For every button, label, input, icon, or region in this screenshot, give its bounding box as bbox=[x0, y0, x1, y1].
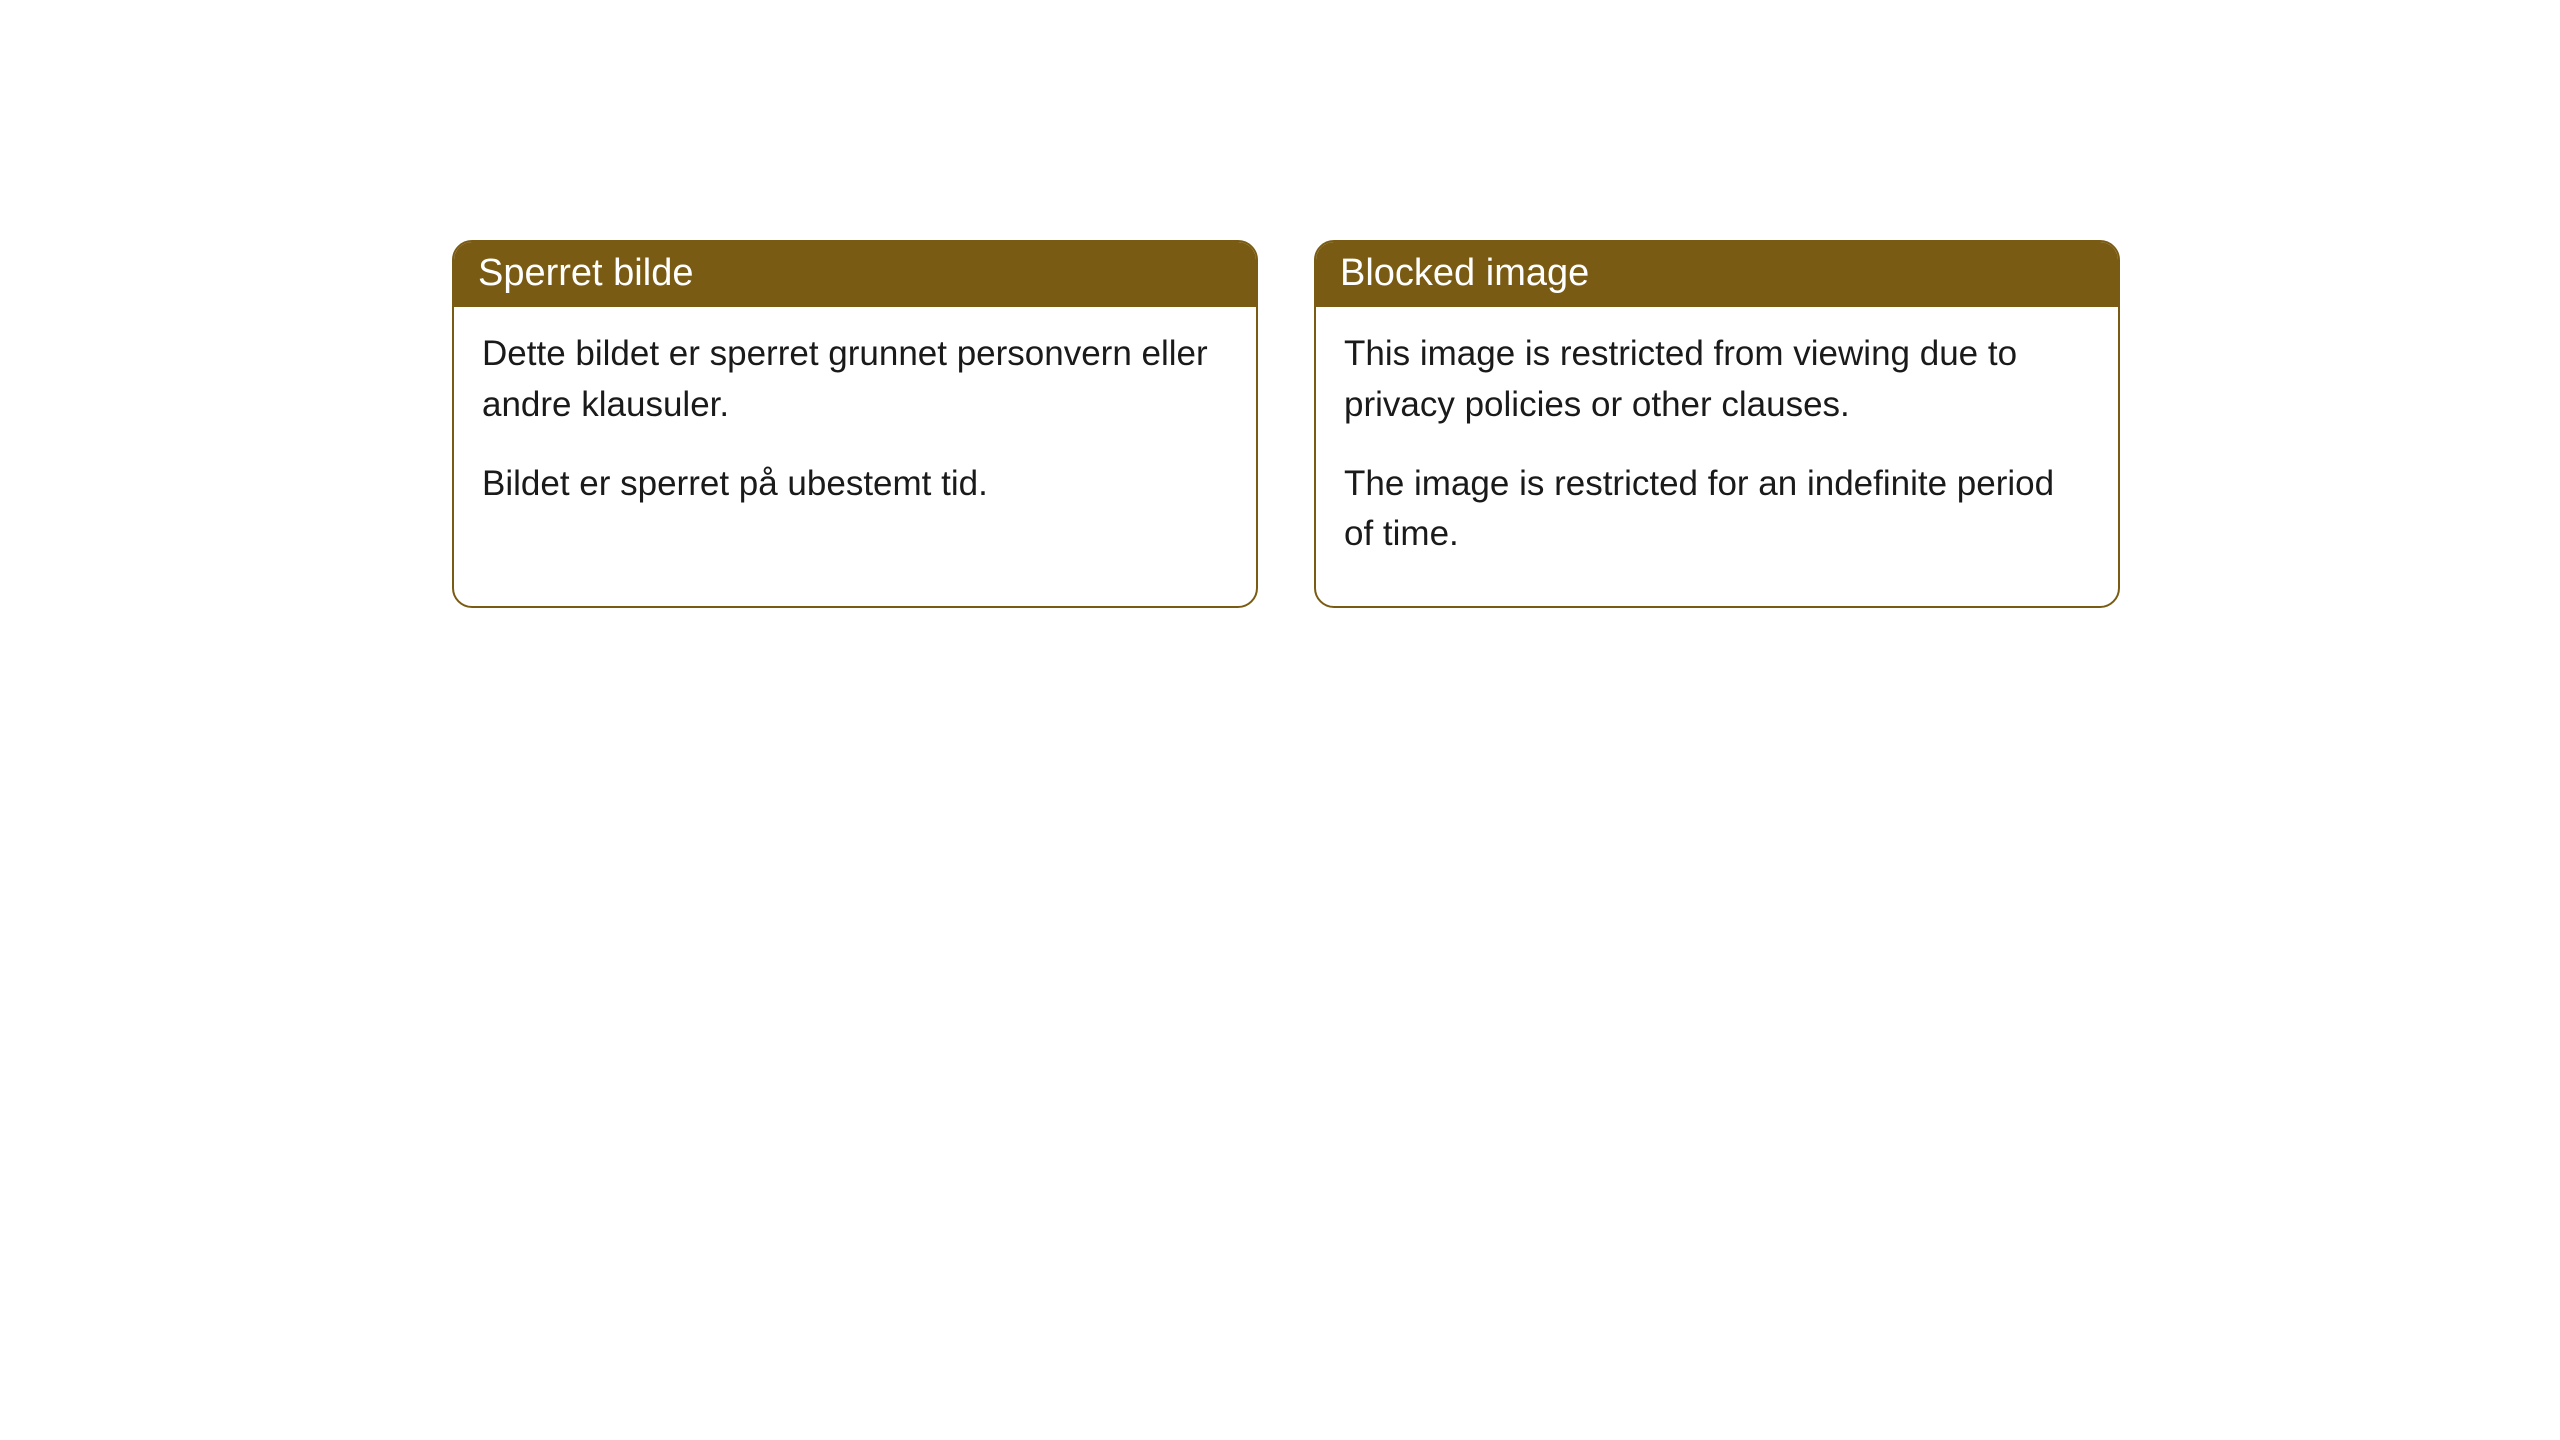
card-paragraph: This image is restricted from viewing du… bbox=[1344, 329, 2090, 431]
notice-card-row: Sperret bilde Dette bildet er sperret gr… bbox=[452, 240, 2120, 608]
card-paragraph: Bildet er sperret på ubestemt tid. bbox=[482, 459, 1228, 510]
card-paragraph: The image is restricted for an indefinit… bbox=[1344, 459, 2090, 561]
card-body: Dette bildet er sperret grunnet personve… bbox=[454, 307, 1256, 555]
card-paragraph: Dette bildet er sperret grunnet personve… bbox=[482, 329, 1228, 431]
card-title: Blocked image bbox=[1316, 242, 2118, 307]
notice-card-english: Blocked image This image is restricted f… bbox=[1314, 240, 2120, 608]
card-body: This image is restricted from viewing du… bbox=[1316, 307, 2118, 606]
notice-card-norwegian: Sperret bilde Dette bildet er sperret gr… bbox=[452, 240, 1258, 608]
card-title: Sperret bilde bbox=[454, 242, 1256, 307]
